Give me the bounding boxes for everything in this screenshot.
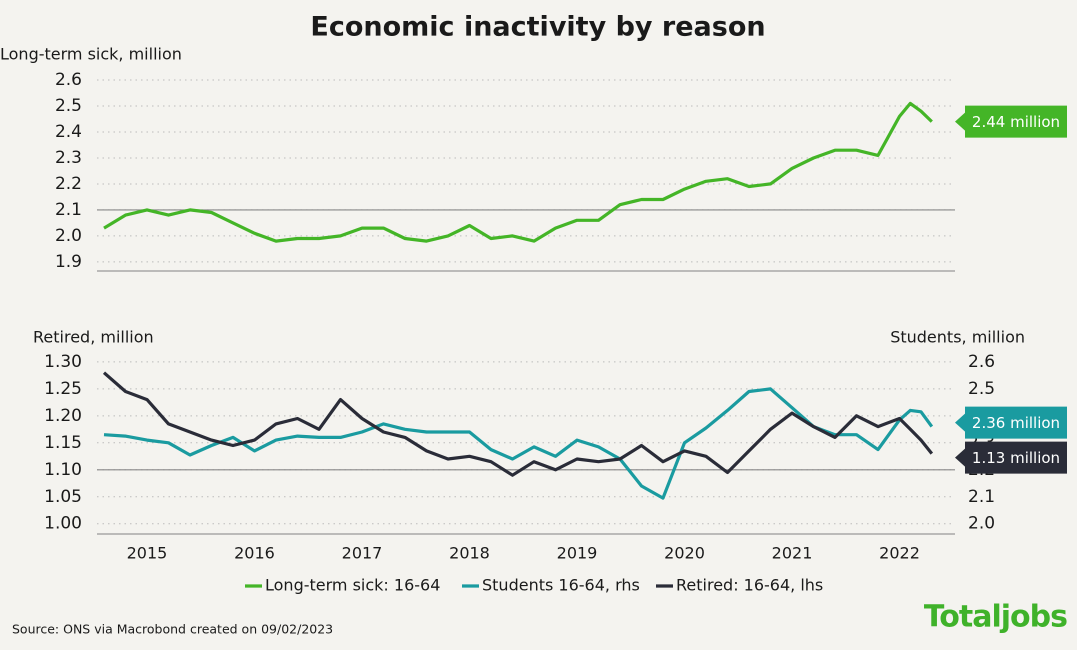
x-tick-label: 2016 [234, 544, 275, 563]
y-tick-label: 1.00 [44, 514, 82, 534]
y-tick-label: 1.10 [44, 460, 82, 480]
x-tick-label: 2020 [664, 544, 705, 563]
y-tick-label: 1.30 [44, 352, 82, 372]
x-tick-label: 2018 [449, 544, 490, 563]
y-axis-label: Retired, million [33, 328, 154, 347]
x-tick-label: 2019 [557, 544, 598, 563]
y-tick-label: 1.05 [44, 487, 82, 507]
x-tick-label: 2022 [879, 544, 920, 563]
end-label: 2.44 million [972, 113, 1060, 131]
y2-axis-label: Students, million [890, 328, 1025, 347]
y-tick-label: 2.1 [55, 200, 82, 220]
chart-title: Economic inactivity by reason [310, 12, 765, 43]
x-tick-label: 2015 [127, 544, 168, 563]
y-tick-label: 2.3 [55, 148, 82, 168]
y2-tick-label: 2.5 [968, 379, 995, 399]
x-tick-label: 2017 [342, 544, 383, 563]
end-label: 1.13 million [972, 449, 1060, 467]
y-tick-label: 1.25 [44, 379, 82, 399]
end-label-box [955, 105, 1067, 138]
source-note: Source: ONS via Macrobond created on 09/… [12, 622, 333, 637]
series-line [103, 101, 933, 243]
series-line [102, 371, 934, 477]
y-tick-label: 2.2 [55, 174, 82, 194]
legend-label: Retired: 16-64, lhs [676, 576, 823, 595]
x-tick-label: 2021 [772, 544, 813, 563]
y2-tick-label: 2.6 [968, 352, 995, 372]
y-tick-label: 1.15 [44, 433, 82, 453]
y-axis-label: Long-term sick, million [0, 45, 182, 64]
y-tick-label: 1.9 [55, 252, 82, 272]
end-label: 2.36 million [972, 414, 1060, 432]
end-label-box [955, 441, 1067, 474]
logo: Totaljobs [924, 600, 1067, 635]
y-tick-label: 2.0 [55, 226, 82, 246]
legend-label: Long-term sick: 16-64 [265, 576, 440, 595]
legend-label: Students 16-64, rhs [482, 576, 640, 595]
y2-tick-label: 2.1 [968, 487, 995, 507]
y2-tick-label: 2.0 [968, 514, 995, 534]
y-tick-label: 2.6 [55, 70, 82, 90]
y-tick-label: 2.5 [55, 96, 82, 116]
y-tick-label: 1.20 [44, 406, 82, 426]
y-tick-label: 2.4 [55, 122, 82, 142]
end-label-box [955, 406, 1067, 439]
